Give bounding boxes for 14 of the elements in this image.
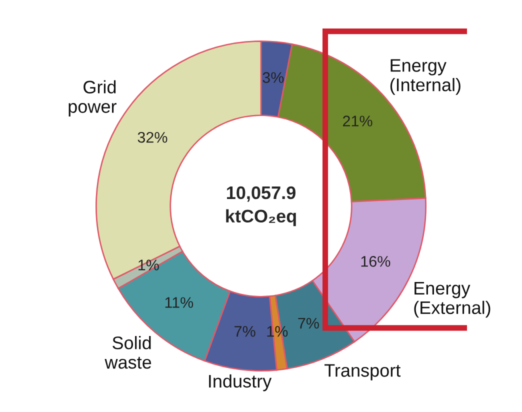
slice-label: Energy (External) <box>414 282 490 318</box>
slice-label: Energy (Internal) <box>390 59 460 95</box>
data-label: 16% <box>361 256 390 267</box>
slice-label: Industry <box>209 374 272 392</box>
text: 10,057.9 ktCO₂eq <box>226 186 296 226</box>
slice-label: Grid power <box>68 80 116 117</box>
data-label: 32% <box>138 132 168 143</box>
data-label: 11% <box>165 297 194 308</box>
data-label: 21% <box>343 116 372 126</box>
data-label: 7% <box>298 318 319 329</box>
data-label: 7% <box>234 326 256 337</box>
slice-label: Transport <box>324 364 401 380</box>
data-label: 3% <box>262 72 284 83</box>
slice-label: Solid waste <box>104 336 152 369</box>
